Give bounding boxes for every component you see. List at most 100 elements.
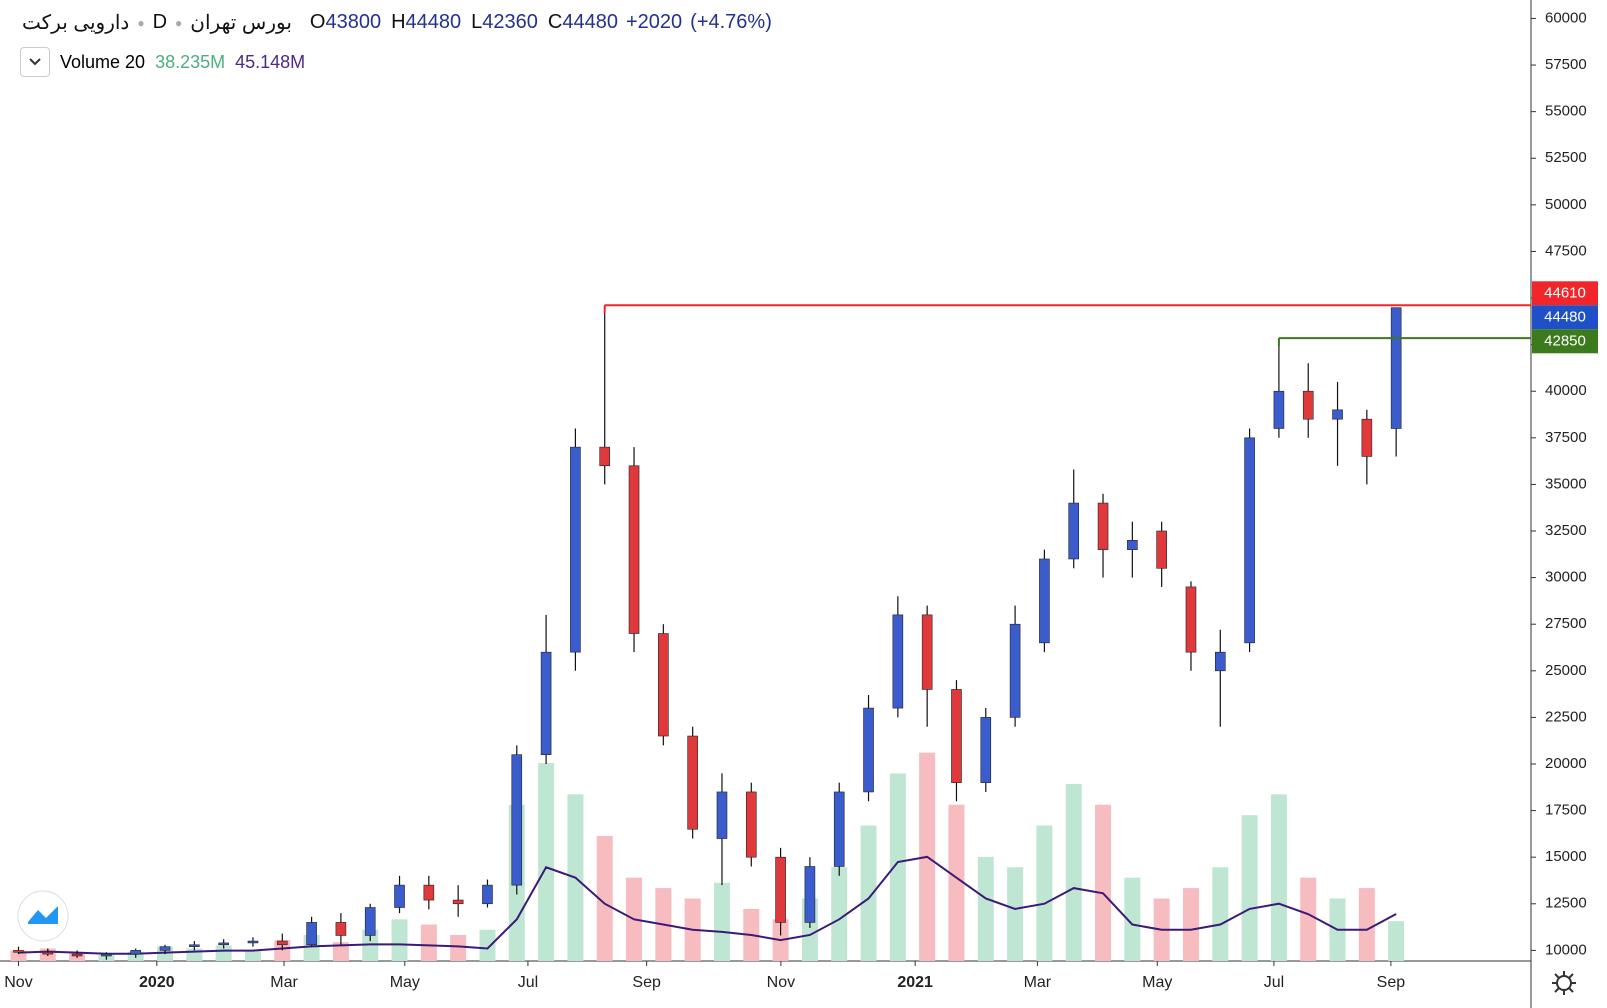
- volume-bar: [10, 950, 27, 961]
- candle-body: [218, 942, 229, 946]
- x-tick-label: Jul: [1264, 974, 1284, 991]
- price-tag-label: 44480: [1544, 308, 1586, 325]
- settings[interactable]: [1552, 971, 1576, 995]
- candle-body: [1214, 651, 1226, 672]
- exchange: بورس تهران: [190, 12, 292, 34]
- volume-bar: [274, 940, 291, 961]
- volume-bar: [1182, 888, 1199, 961]
- candle-body: [42, 951, 54, 955]
- ohlc-value: 44480: [405, 11, 462, 33]
- logo[interactable]: [17, 890, 69, 942]
- ohlc-item: H44480: [391, 11, 461, 34]
- ohlc-key: L: [471, 11, 483, 33]
- volume-bar: [1241, 815, 1258, 961]
- volume-bar: [362, 929, 379, 961]
- legend-volume: 38.235M: [155, 51, 226, 72]
- x-tick-label: Sep: [632, 974, 661, 991]
- ohlc-item: O43800: [310, 11, 381, 34]
- candle-body: [833, 791, 845, 867]
- candle-body: [745, 791, 757, 858]
- change: +2020: [625, 11, 683, 33]
- volume-bar: [332, 942, 349, 961]
- price-tag: [1532, 305, 1598, 330]
- chevron-path[interactable]: [29, 58, 41, 66]
- chevron[interactable]: [28, 57, 42, 67]
- volume-ma-line: [18, 855, 1397, 955]
- x-tick-label: Jul: [518, 974, 538, 991]
- volume-bar: [860, 825, 877, 961]
- interval: D: [152, 11, 168, 33]
- x-tick-label: 2020: [139, 974, 175, 991]
- logo-icon[interactable]: [28, 906, 58, 924]
- volume-bar: [244, 950, 261, 961]
- volume-bar: [1388, 921, 1405, 961]
- candle-body: [1361, 418, 1373, 457]
- candle-body: [189, 944, 200, 947]
- candle-body: [804, 866, 816, 923]
- candle-body: [863, 707, 874, 793]
- volume-bar: [1270, 794, 1287, 961]
- candle-body: [306, 922, 317, 946]
- y-tick-label: 37500: [1545, 429, 1587, 446]
- volume-bar: [1036, 825, 1053, 961]
- volume-bar: [1095, 804, 1112, 961]
- change-pct: (+4.76%): [690, 11, 772, 33]
- candle-body: [1273, 390, 1285, 429]
- candle-body: [951, 689, 962, 783]
- candle-body: [452, 899, 464, 905]
- volume-bar: [1212, 867, 1229, 961]
- candle-body: [130, 950, 142, 955]
- volume-bar: [831, 867, 848, 961]
- x-tick-label: May: [1142, 974, 1172, 991]
- x-tick-label: May: [390, 974, 420, 991]
- y-tick-label: 32500: [1545, 522, 1587, 539]
- ohlc-key: H: [391, 11, 406, 33]
- candle-body: [13, 950, 24, 953]
- gear-teeth[interactable]: [1552, 971, 1576, 995]
- ohlc-key: O: [309, 11, 326, 33]
- candle-body: [159, 946, 171, 951]
- volume-bar: [538, 763, 555, 961]
- volume-legend: Volume 20 38.235M 45.148M: [20, 47, 305, 77]
- volume-bar: [479, 929, 496, 961]
- y-tick-label: 40000: [1545, 382, 1587, 399]
- candle-body: [482, 884, 493, 905]
- y-tick-label: 50000: [1545, 196, 1587, 213]
- ohlc-item: L42360: [471, 11, 538, 34]
- candle-body: [775, 856, 786, 923]
- candle-body: [1332, 409, 1343, 420]
- volume-bar: [977, 856, 994, 961]
- y-tick-label: 52500: [1545, 149, 1587, 166]
- x-tick-label: Mar: [1024, 974, 1052, 991]
- y-tick-label: 27500: [1545, 615, 1587, 632]
- y-tick-label: 25000: [1545, 662, 1587, 679]
- x-tick-label: Nov: [4, 974, 32, 991]
- y-tick-label: 47500: [1545, 242, 1587, 259]
- candle-body: [1156, 530, 1167, 569]
- separator: ●: [175, 15, 183, 30]
- volume-bar: [1007, 867, 1024, 961]
- candle-body: [335, 922, 347, 936]
- collapse-button[interactable]: [20, 47, 50, 77]
- candle-body: [276, 940, 288, 946]
- candle-body: [570, 446, 581, 653]
- candle-body: [892, 614, 904, 709]
- candle-body: [1009, 623, 1021, 718]
- candle-body: [364, 907, 376, 936]
- ohlc-item: C44480: [548, 11, 618, 34]
- candle-body: [71, 953, 83, 957]
- y-tick-label: 22500: [1545, 708, 1587, 725]
- y-tick-label: 57500: [1545, 56, 1587, 73]
- candle-body: [423, 884, 435, 901]
- y-tick-label: 20000: [1545, 755, 1587, 772]
- candle-body: [1097, 502, 1109, 550]
- ohlc: O43800 H44480 L42360 C44480: [310, 11, 618, 34]
- ohlc-key: C: [547, 11, 563, 33]
- candle-body: [1039, 558, 1050, 644]
- volume-bar: [596, 836, 613, 961]
- y-tick-label: 15000: [1545, 848, 1587, 865]
- ohlc-value: 43800: [325, 11, 382, 33]
